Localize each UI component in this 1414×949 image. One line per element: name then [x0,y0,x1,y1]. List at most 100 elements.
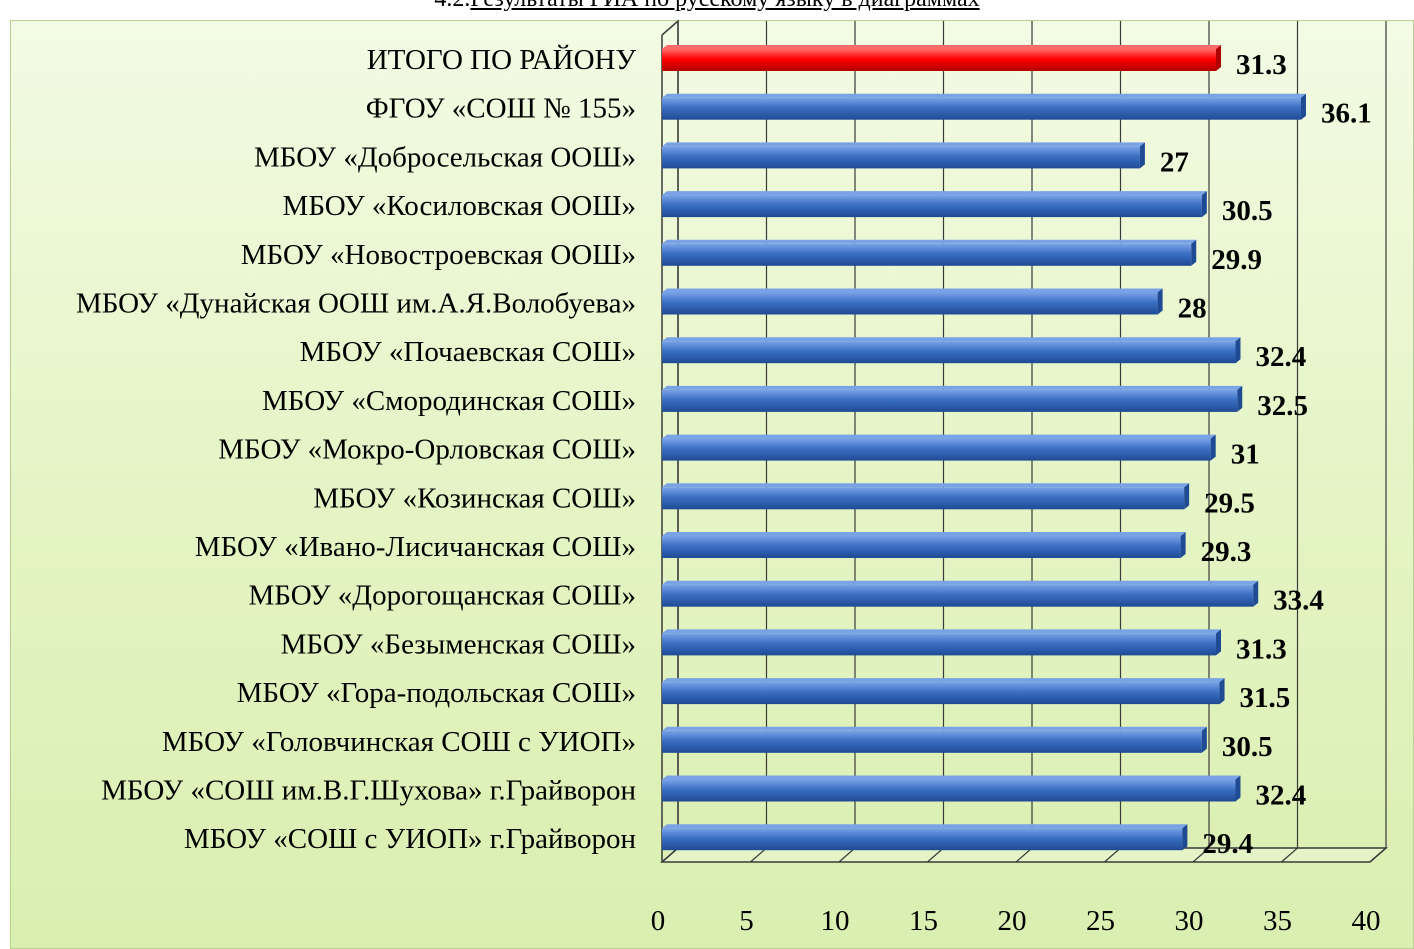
value-label: 31.5 [1240,682,1291,714]
gridline-floor [1104,847,1121,863]
value-label: 29.5 [1204,487,1255,519]
x-tick-label: 15 [909,905,938,937]
category-label: МБОУ «Головчинская СОШ с УИОП» [162,726,636,758]
bar [662,584,1254,607]
bar [662,828,1183,851]
bar [662,779,1236,802]
bar [662,682,1220,705]
bar-top [662,142,1145,147]
value-label: 29.9 [1211,244,1262,276]
gridline-floor [750,847,767,863]
bar-total [662,49,1217,71]
gridline-floor [1192,847,1210,863]
gridline-floor [1369,847,1387,863]
bar-top [662,580,1259,585]
gridline-floor [838,847,856,863]
value-label: 31.3 [1236,49,1287,81]
x-tick-label: 20 [998,905,1027,937]
value-label: 29.4 [1202,828,1253,860]
bar [662,292,1158,315]
bar-top [662,385,1243,390]
bar-end [1191,239,1197,266]
category-label: МБОУ «Новостроевская ООШ» [241,239,636,271]
bar [662,487,1185,510]
bar-end [1216,45,1222,71]
x-tick-label: 25 [1086,905,1115,937]
bar-end [1210,434,1216,461]
bar-top [662,629,1222,634]
bar-end [1201,726,1207,753]
category-label: МБОУ «Мокро-Орловская СОШ» [218,434,636,466]
value-label: 27 [1160,146,1189,178]
bar-end [1300,93,1306,120]
gridline-floor [1015,847,1033,863]
bar-end [1219,678,1225,705]
bar [662,536,1181,558]
bar-top [662,775,1241,780]
value-label: 32.4 [1255,780,1306,812]
bar [662,633,1217,656]
bar-end [1182,824,1188,851]
bar-top [662,434,1216,439]
bar-end [1235,775,1241,802]
bar-top [662,239,1197,244]
category-label: ИТОГО ПО РАЙОНУ [367,44,637,76]
value-label: 29.3 [1201,536,1252,568]
category-label: МБОУ «Косиловская ООШ» [283,190,636,222]
bar-top [662,288,1163,293]
value-label: 31 [1231,439,1260,471]
category-label: МБОУ «Дорогощанская СОШ» [248,580,636,612]
bar-top [662,824,1188,829]
bar [662,730,1202,753]
value-label: 32.4 [1255,341,1306,373]
heading-prefix: 4.2. [434,0,470,12]
bar-top [662,337,1241,342]
category-label: МБОУ «Смородинская СОШ» [262,385,636,417]
bar-end [1180,532,1186,558]
bar-top [662,191,1207,196]
value-label: 30.5 [1222,731,1273,763]
category-label: МБОУ «Козинская СОШ» [313,482,636,514]
bar-top [662,678,1225,683]
category-label: МБОУ «Дунайская ООШ им.А.Я.Волобуева» [76,288,636,320]
bar-end [1253,580,1259,607]
value-label: 28 [1178,293,1207,325]
bar [662,438,1211,461]
category-label: МБОУ «Безыменская СОШ» [281,628,636,660]
bar-top [662,726,1207,731]
category-label: МБОУ «СОШ с УИОП» г.Грайворон [184,823,636,855]
x-tick-label: 40 [1352,905,1381,937]
bar-top [662,483,1190,488]
value-label: 30.5 [1222,195,1273,227]
bar [662,146,1140,169]
bar-end [1237,385,1243,412]
bar [662,195,1202,218]
value-label: 31.3 [1236,633,1287,665]
bar [662,97,1301,120]
gridline-floor [661,847,679,863]
x-tick-label: 35 [1263,905,1292,937]
value-label: 36.1 [1321,98,1372,130]
gridline-floor [927,847,944,863]
bar-end [1201,191,1207,218]
bar-top [662,45,1222,49]
x-tick-label: 30 [1175,905,1204,937]
gridline-floor [1281,847,1298,863]
bar-end [1157,288,1163,315]
bar-top [662,93,1306,98]
heading-text: Результаты ГИА по русскому языку в диагр… [470,0,979,12]
value-label: 32.5 [1257,390,1308,422]
bar-end [1235,337,1241,364]
bar-end [1216,629,1222,656]
value-label: 33.4 [1273,585,1324,617]
x-tick-label: 0 [651,905,666,937]
category-label: МБОУ «Почаевская СОШ» [300,336,636,368]
category-label: МБОУ «Добросельская ООШ» [254,141,636,173]
bar [662,341,1236,364]
x-tick-label: 5 [739,905,754,937]
category-label: ФГОУ «СОШ № 155» [366,93,636,125]
category-label: МБОУ «СОШ им.В.Г.Шухова» г.Грайворон [101,775,636,807]
category-label: МБОУ «Гора-подольская СОШ» [237,677,636,709]
bar-end [1184,483,1190,510]
